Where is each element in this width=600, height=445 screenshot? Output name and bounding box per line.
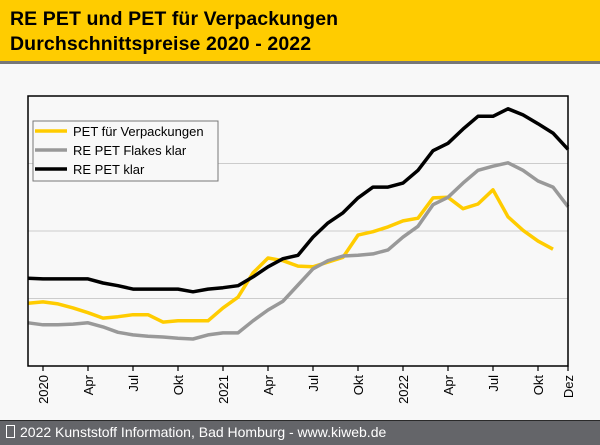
series-line-re-pet-klar (27, 107, 570, 294)
x-tick-label: Jul (306, 375, 321, 392)
gridlines (28, 163, 568, 299)
x-tick-label: Okt (351, 375, 366, 396)
x-axis: 2020 Apr Jul Okt 2021 Apr Jul Okt 2022 Apr Jul Okt D… (36, 366, 576, 404)
footer: 2022 Kunststoff Information, Bad Homburg… (0, 420, 600, 445)
series-line-pet-f-r-verpackungen (27, 188, 554, 324)
x-tick-label: Apr (441, 374, 456, 395)
chart-header: RE PET und PET für Verpackungen Durchsch… (0, 0, 600, 64)
chart-title-line-1: RE PET und PET für Verpackungen (10, 8, 339, 30)
x-tick-label: 2021 (216, 375, 231, 404)
x-tick-label: Jul (126, 375, 141, 392)
x-tick-label: Okt (171, 375, 186, 396)
x-tick-label: Okt (531, 375, 546, 396)
legend-label: PET für Verpackungen (73, 124, 204, 139)
series-lines (27, 107, 570, 341)
x-tick-label: 2022 (396, 375, 411, 404)
x-tick-label: 2020 (36, 375, 51, 404)
legend-label: RE PET Flakes klar (73, 143, 187, 158)
footer-text: 2022 Kunststoff Information, Bad Homburg… (20, 424, 387, 440)
copyright-icon (6, 425, 15, 438)
legend: PET für Verpackungen RE PET Flakes klar RE… (32, 120, 219, 182)
price-line-chart: 2020 Apr Jul Okt 2021 Apr Jul Okt 2022 Apr Jul Okt D… (27, 95, 576, 404)
x-tick-label: Dez (561, 375, 576, 398)
x-tick-label: Apr (81, 374, 96, 395)
x-tick-label: Jul (486, 375, 501, 392)
chart-title-line-2: Durchschnittspreise 2020 - 2022 (10, 33, 312, 55)
series-line-re-pet-flakes-klar (27, 161, 570, 341)
plot-frame (27, 95, 569, 367)
x-tick-label: Apr (261, 374, 276, 395)
legend-label: RE PET klar (73, 162, 145, 177)
